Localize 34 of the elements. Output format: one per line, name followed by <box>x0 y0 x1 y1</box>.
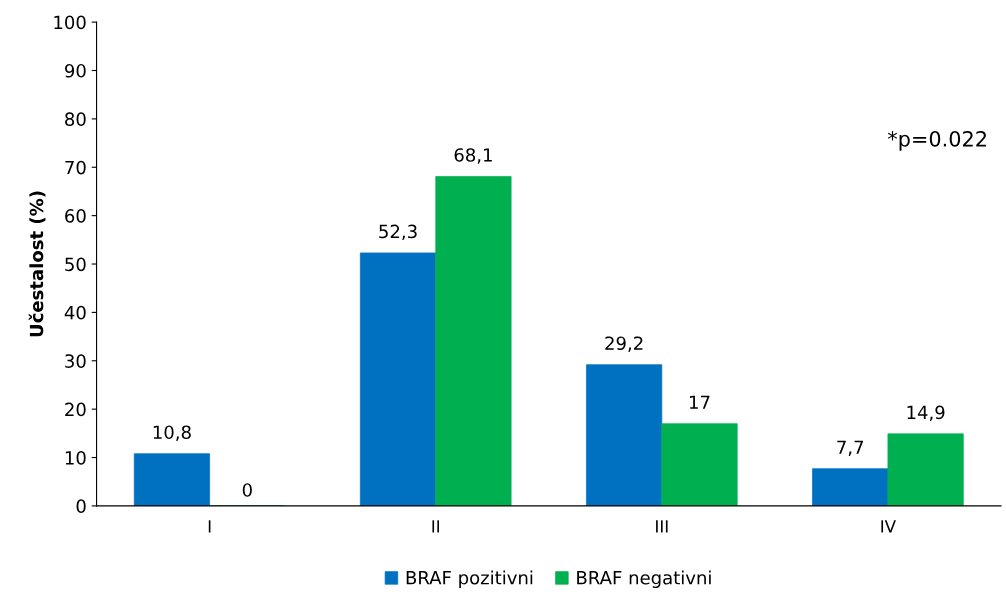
y-tick-label: 100 <box>54 15 86 30</box>
data-label: 10,8 <box>153 425 191 441</box>
y-tick-label: 50 <box>65 257 86 272</box>
y-tick-label: 10 <box>65 450 86 465</box>
y-tick-label: 80 <box>65 112 86 126</box>
bar <box>133 453 210 506</box>
bar <box>586 364 663 506</box>
legend-label: BRAF pozitivni <box>406 570 533 589</box>
y-tick-label: 60 <box>65 209 86 223</box>
y-tick-label: 0 <box>76 499 86 514</box>
y-tick-label: 70 <box>65 160 86 175</box>
annotation: *p=0.022 <box>887 130 986 151</box>
bar <box>359 252 437 506</box>
x-tick-label: II <box>432 520 439 533</box>
x-tick-label: IV <box>881 520 896 533</box>
y-tick-label: 20 <box>65 402 86 417</box>
y-axis-title: Učestalost (%) <box>28 191 46 337</box>
data-label: 7,7 <box>837 440 864 456</box>
bar <box>661 423 738 506</box>
data-label: 29,2 <box>605 336 643 352</box>
x-tick-label: I <box>208 520 211 533</box>
bar <box>435 176 512 506</box>
bar <box>812 468 889 506</box>
data-label: 68,1 <box>454 148 492 164</box>
y-tick-label: 90 <box>65 63 86 78</box>
data-label: 17 <box>690 395 710 409</box>
data-label: 52,3 <box>379 224 417 241</box>
y-tick-label: 40 <box>64 305 86 320</box>
data-label: 0 <box>242 483 252 497</box>
bar <box>887 433 964 506</box>
legend-label: BRAF negativni <box>577 570 711 589</box>
y-tick-label: 30 <box>65 354 86 368</box>
x-tick-label: III <box>656 520 668 533</box>
data-label: 14,9 <box>907 405 945 422</box>
